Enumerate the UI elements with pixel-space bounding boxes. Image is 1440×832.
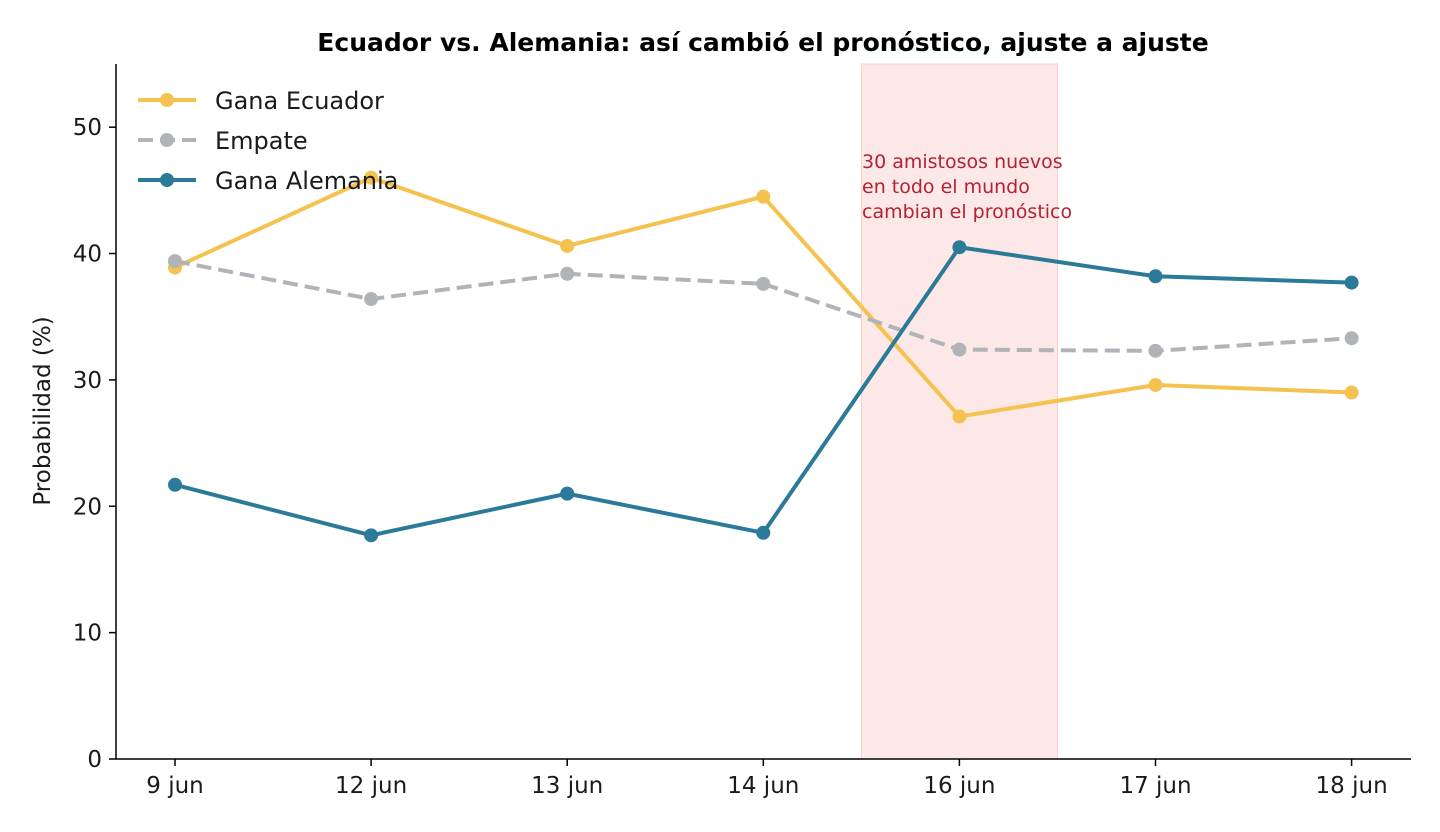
data-point — [168, 477, 182, 492]
data-point — [952, 409, 967, 424]
annotation-line: en todo el mundo — [862, 176, 1030, 198]
y-tick-label: 40 — [73, 242, 102, 268]
annotation: 30 amistosos nuevos en todo el mundo cambi… — [862, 151, 1072, 223]
series-layer — [168, 170, 1359, 543]
legend: Gana Ecuador Empate Gana Alemania — [138, 87, 398, 195]
series-1 — [168, 170, 1359, 424]
data-point — [364, 528, 379, 543]
x-tick-label: 9 jun — [146, 773, 204, 799]
series-3 — [168, 240, 1359, 543]
x-tick-label: 16 jun — [923, 773, 995, 799]
data-point — [1148, 269, 1163, 284]
y-axis-label: Probabilidad (%) — [30, 316, 56, 505]
series-2 — [168, 254, 1359, 358]
data-point — [560, 486, 575, 501]
legend-marker — [160, 133, 174, 147]
legend-marker — [160, 173, 174, 187]
x-tick-label: 13 jun — [531, 773, 603, 799]
annotation-line: cambian el pronóstico — [862, 201, 1072, 223]
y-tick-label: 30 — [73, 368, 102, 394]
chart-title: Ecuador vs. Alemania: así cambió el pron… — [317, 28, 1208, 57]
data-point — [560, 238, 575, 253]
data-point — [952, 342, 967, 357]
x-tick-label: 17 jun — [1119, 773, 1191, 799]
data-point — [756, 276, 771, 291]
x-tick-label: 18 jun — [1316, 773, 1388, 799]
data-point — [364, 292, 379, 307]
x-tick-label: 12 jun — [335, 773, 407, 799]
data-point — [1148, 377, 1163, 392]
data-point — [756, 189, 771, 204]
y-tick-label: 0 — [87, 747, 102, 773]
y-tick-label: 50 — [73, 115, 102, 141]
legend-label: Empate — [215, 127, 308, 155]
data-point — [168, 254, 182, 269]
series-line — [174, 259, 1352, 353]
data-point — [1148, 343, 1163, 358]
data-point — [1344, 331, 1359, 346]
data-point — [1344, 275, 1359, 290]
axis-ticks: 0 10 20 30 40 50 9 jun 12 jun 13 jun 14 jun 16 jun… — [73, 115, 1388, 799]
legend-label: Gana Ecuador — [215, 87, 384, 115]
data-point — [1344, 385, 1359, 400]
y-tick-label: 10 — [73, 621, 102, 647]
data-point — [560, 266, 575, 281]
x-tick-label: 14 jun — [727, 773, 799, 799]
legend-label: Gana Alemania — [215, 167, 398, 195]
data-point — [364, 170, 379, 185]
legend-marker — [160, 93, 174, 107]
data-point — [756, 525, 771, 540]
data-point — [952, 240, 967, 255]
annotation-line: 30 amistosos nuevos — [862, 151, 1063, 173]
y-tick-label: 20 — [73, 494, 102, 520]
